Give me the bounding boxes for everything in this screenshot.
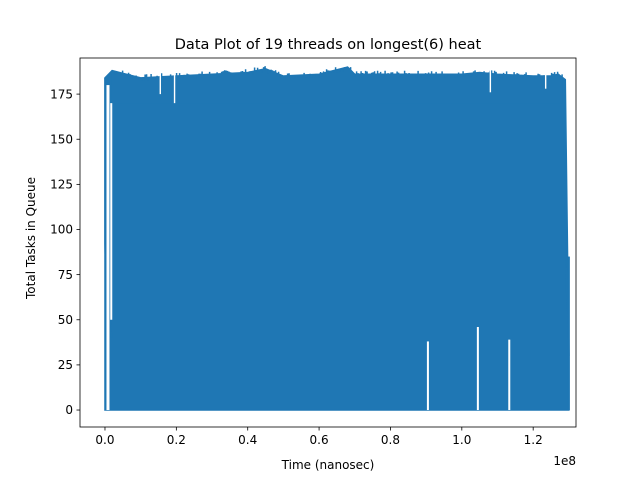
x-tick-label: 1.0 bbox=[452, 433, 471, 447]
x-axis-label: Time (nanosec) bbox=[281, 458, 375, 472]
y-tick-label: 175 bbox=[50, 87, 73, 101]
x-tick-label: 0.8 bbox=[381, 433, 400, 447]
plot-area bbox=[104, 66, 570, 411]
series-dip bbox=[544, 67, 547, 89]
series-gap bbox=[426, 341, 429, 411]
series-band bbox=[104, 66, 570, 411]
y-tick-label: 0 bbox=[65, 403, 73, 417]
x-tick-label: 0.4 bbox=[238, 433, 257, 447]
series-initial-gap-2 bbox=[110, 103, 113, 320]
y-tick-label: 150 bbox=[50, 132, 73, 146]
axes-frame bbox=[79, 57, 577, 428]
x-offset-label: 1e8 bbox=[553, 454, 576, 468]
chart-title: Data Plot of 19 threads on longest(6) he… bbox=[175, 37, 482, 53]
y-tick-label: 50 bbox=[58, 313, 73, 327]
y-axis-label: Total Tasks in Queue bbox=[24, 177, 38, 300]
series-end-bar bbox=[567, 256, 570, 411]
y-tick-label: 100 bbox=[50, 223, 73, 237]
x-tick-label: 1.2 bbox=[524, 433, 543, 447]
x-tick-label: 0.6 bbox=[310, 433, 329, 447]
series-spikes bbox=[111, 66, 563, 104]
y-tick-label: 125 bbox=[50, 178, 73, 192]
series-gap bbox=[476, 326, 479, 411]
series-gap bbox=[508, 339, 511, 411]
y-tick-label: 25 bbox=[58, 358, 73, 372]
series-dip bbox=[159, 67, 161, 95]
x-tick-label: 0.2 bbox=[167, 433, 186, 447]
x-tick-label: 0.0 bbox=[95, 433, 114, 447]
series-initial-gap bbox=[106, 85, 110, 411]
series-dip bbox=[489, 67, 492, 93]
axes: 0.0 0.2 0.4 0.6 0.8 1.0 1.2 0 25 50 75 100 125 150 175 bbox=[50, 57, 577, 447]
y-tick-label: 75 bbox=[58, 268, 73, 282]
series-dip bbox=[173, 67, 176, 104]
